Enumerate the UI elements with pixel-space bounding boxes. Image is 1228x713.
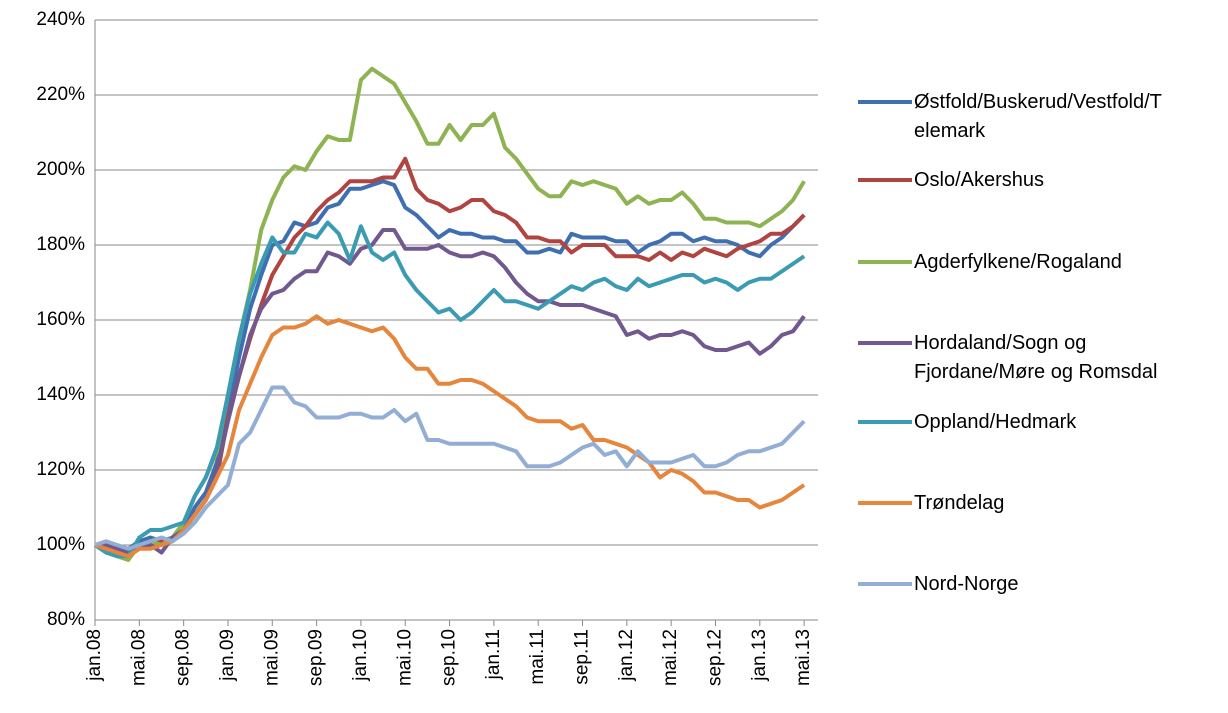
legend-label: Hordaland/Sogn og Fjordane/Møre og Romsd… <box>914 332 1158 383</box>
legend-label: Oppland/Hedmark <box>914 411 1077 433</box>
x-tick-label: mai.13 <box>793 629 814 686</box>
legend-label: Nord-Norge <box>914 573 1019 595</box>
x-tick-label: sep.10 <box>439 629 460 686</box>
x-tick-label: jan.11 <box>483 629 504 680</box>
legend-item: Oppland/Hedmark <box>858 408 1208 437</box>
legend-label: Oslo/Akershus <box>914 169 1045 191</box>
x-tick-label: jan.09 <box>217 629 238 682</box>
x-tick-label: sep.09 <box>306 629 327 686</box>
y-tick-label: 240% <box>36 9 85 30</box>
series-line <box>95 179 806 551</box>
legend-swatch <box>858 260 912 264</box>
x-tick-label: mai.09 <box>261 629 282 686</box>
x-tick-label: sep.12 <box>704 629 725 686</box>
legend-swatch <box>858 178 912 182</box>
legend-item: Nord-Norge <box>858 570 1208 599</box>
y-tick-label: 200% <box>36 159 85 180</box>
legend-label: Østfold/Buskerud/Vestfold/Telemark <box>914 91 1162 142</box>
y-tick-label: 140% <box>36 384 85 405</box>
legend-item: Østfold/Buskerud/Vestfold/Telemark <box>858 88 1208 146</box>
legend-item: Hordaland/Sogn og Fjordane/Møre og Romsd… <box>858 329 1208 387</box>
x-tick-label: mai.08 <box>128 629 149 686</box>
legend-swatch <box>858 501 912 505</box>
x-tick-label: jan.12 <box>616 629 637 682</box>
legend-label: Trøndelag <box>914 492 1005 514</box>
legend-swatch <box>858 420 912 424</box>
x-tick-label: jan.13 <box>749 629 770 682</box>
legend-swatch <box>858 100 912 104</box>
y-tick-label: 100% <box>36 534 85 555</box>
y-tick-label: 80% <box>47 609 85 630</box>
y-tick-label: 160% <box>36 309 85 330</box>
x-tick-label: jan.08 <box>84 629 105 682</box>
x-tick-label: sep.08 <box>173 629 194 686</box>
series-line <box>94 314 806 559</box>
legend-swatch <box>858 582 912 586</box>
series-line <box>95 228 806 555</box>
legend-item: Agderfylkene/Rogaland <box>858 248 1208 277</box>
legend-item: Oslo/Akershus <box>858 166 1208 195</box>
x-tick-label: mai.12 <box>660 629 681 686</box>
x-tick-label: mai.11 <box>527 629 548 685</box>
y-tick-label: 120% <box>36 459 85 480</box>
legend-item: Trøndelag <box>858 489 1208 518</box>
legend-label: Agderfylkene/Rogaland <box>914 251 1122 273</box>
x-tick-label: jan.10 <box>350 629 371 682</box>
series-line <box>93 220 806 559</box>
series-line <box>94 385 806 551</box>
x-tick-label: sep.11 <box>572 629 593 685</box>
y-tick-label: 180% <box>36 234 85 255</box>
x-tick-label: mai.10 <box>394 629 415 686</box>
y-tick-label: 220% <box>36 84 85 105</box>
legend-swatch <box>858 341 912 345</box>
